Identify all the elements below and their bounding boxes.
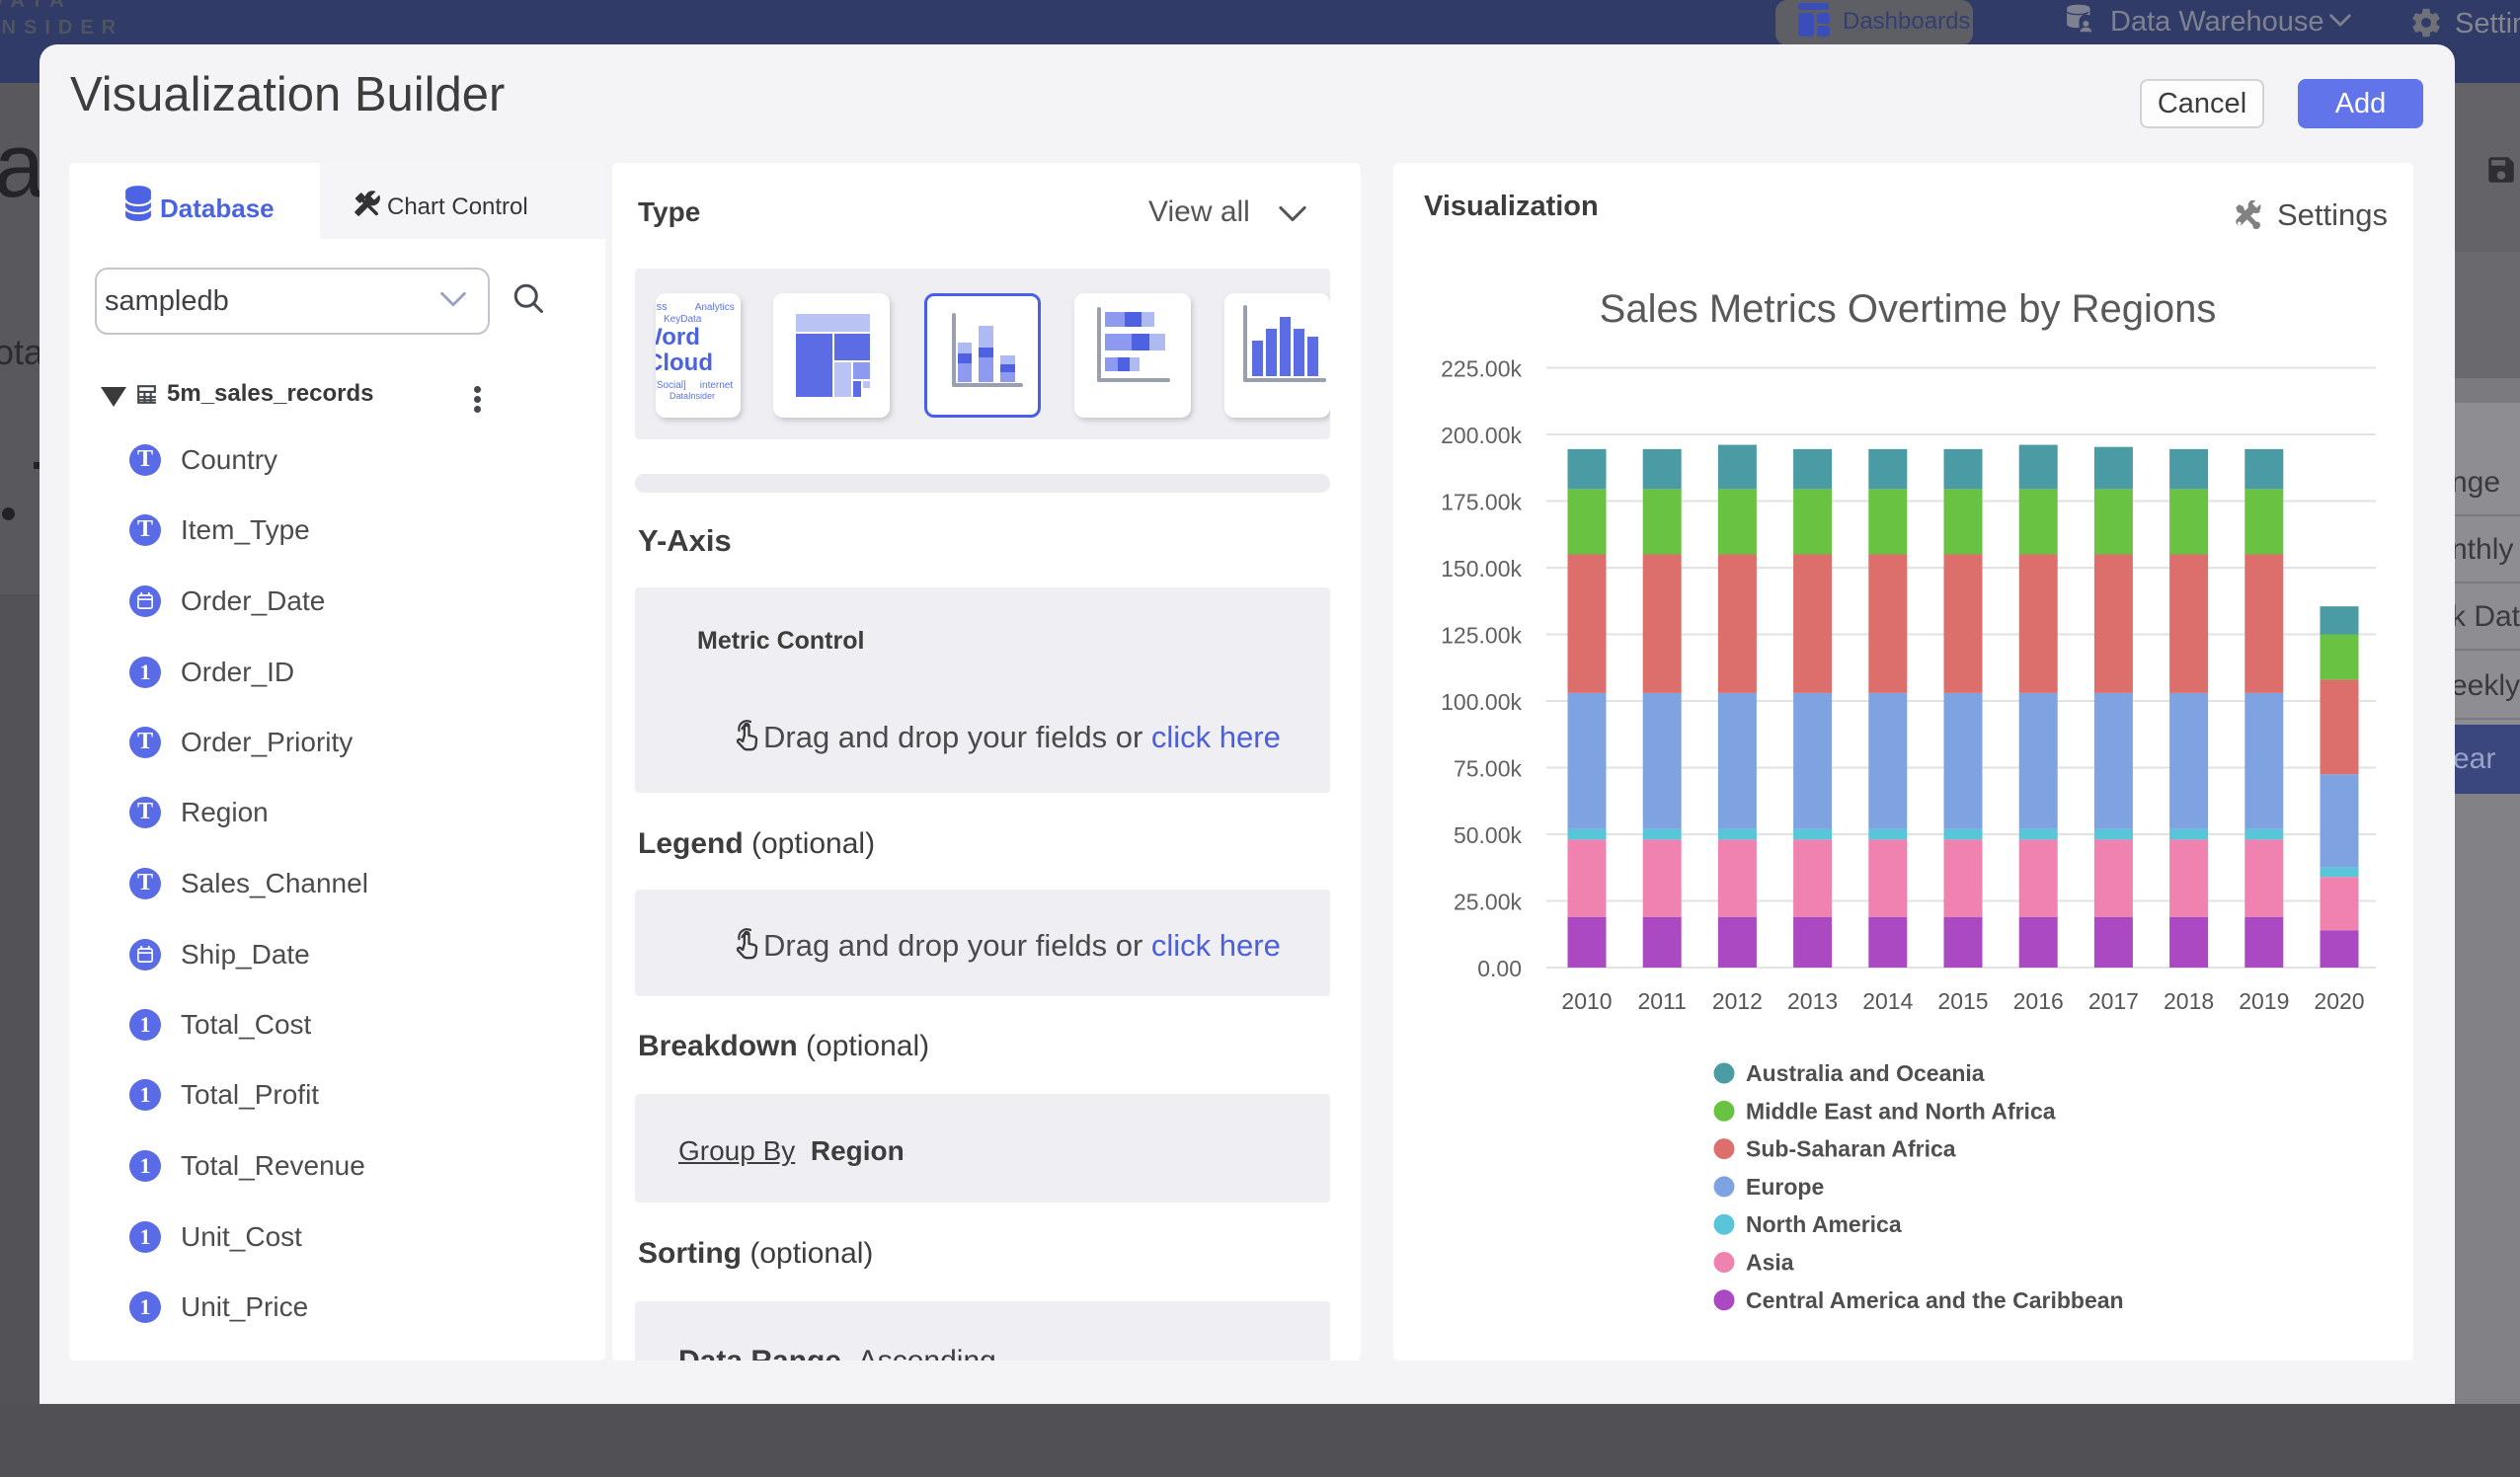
svg-text:150.00k: 150.00k	[1441, 556, 1522, 582]
svg-text:2016: 2016	[2013, 988, 2064, 1014]
svg-text:175.00k: 175.00k	[1441, 490, 1522, 515]
svg-text:Sales Metrics Overtime by Regi: Sales Metrics Overtime by Regions	[1600, 287, 2217, 331]
svg-text:Middle East and North Africa: Middle East and North Africa	[1746, 1098, 2056, 1124]
svg-text:2019: 2019	[2239, 988, 2289, 1014]
svg-text:100.00k: 100.00k	[1441, 689, 1522, 715]
svg-text:2020: 2020	[2314, 988, 2364, 1014]
svg-text:50.00k: 50.00k	[1454, 822, 1523, 848]
svg-text:225.00k: 225.00k	[1441, 356, 1522, 382]
svg-text:0.00: 0.00	[1477, 956, 1522, 981]
svg-text:2015: 2015	[1937, 988, 1988, 1014]
svg-text:Sub-Saharan Africa: Sub-Saharan Africa	[1746, 1136, 1956, 1162]
svg-text:Europe: Europe	[1746, 1174, 1824, 1200]
svg-text:North America: North America	[1746, 1211, 1902, 1237]
svg-text:2013: 2013	[1787, 988, 1838, 1014]
svg-text:2017: 2017	[2088, 988, 2139, 1014]
svg-text:2012: 2012	[1712, 988, 1763, 1014]
svg-text:Central America and the Caribb: Central America and the Caribbean	[1746, 1287, 2124, 1313]
svg-text:200.00k: 200.00k	[1441, 423, 1522, 448]
svg-text:2010: 2010	[1561, 988, 1612, 1014]
svg-text:2014: 2014	[1862, 988, 1913, 1014]
svg-text:2018: 2018	[2164, 988, 2214, 1014]
svg-text:2011: 2011	[1637, 988, 1686, 1014]
svg-text:Asia: Asia	[1746, 1250, 1794, 1276]
svg-text:75.00k: 75.00k	[1454, 756, 1523, 782]
svg-text:Australia and Oceania: Australia and Oceania	[1746, 1060, 1985, 1086]
svg-text:125.00k: 125.00k	[1441, 623, 1522, 649]
svg-text:25.00k: 25.00k	[1454, 890, 1523, 915]
